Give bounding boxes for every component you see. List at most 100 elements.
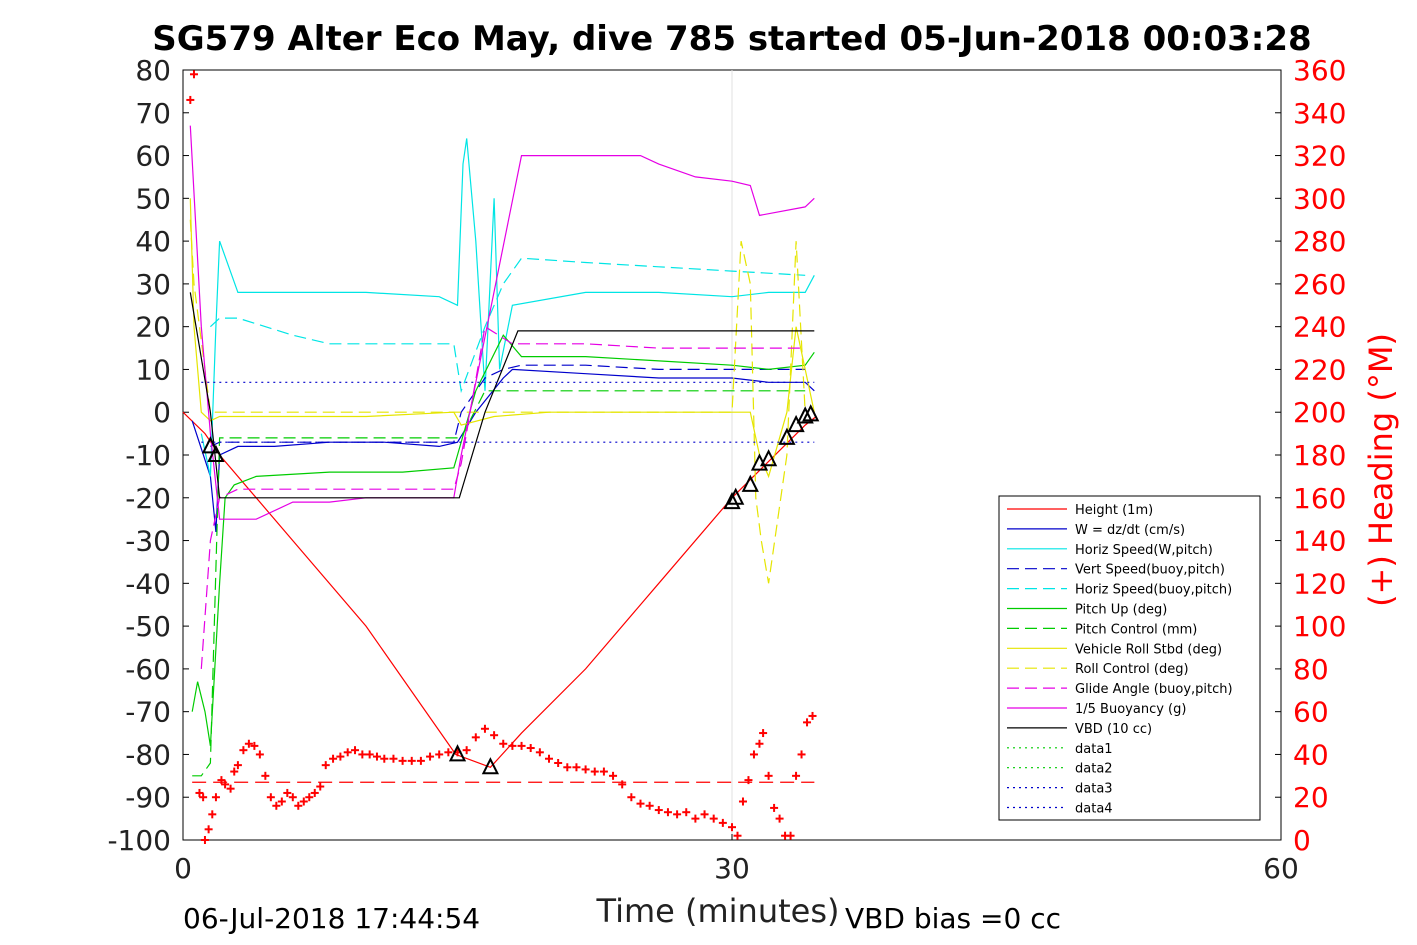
heading-marker [244,739,253,748]
left-tick-label: -30 [125,525,171,558]
right-tick-label: 60 [1293,696,1329,729]
legend-label: data1 [1075,742,1113,757]
heading-marker [728,823,736,832]
left-tick-label: 50 [135,182,171,215]
left-tick-label: 60 [135,140,171,173]
heading-marker [803,718,812,727]
heading-marker [663,808,672,817]
heading-marker [195,788,204,797]
legend-label: Horiz Speed(W,pitch) [1075,543,1213,558]
left-tick-label: -100 [107,824,171,857]
left-tick-label: 40 [135,225,171,258]
right-tick-label: 260 [1293,268,1346,301]
heading-marker [266,793,275,802]
legend-label: Pitch Up (deg) [1075,603,1167,618]
legend-label: Height (1m) [1075,503,1153,518]
heading-marker [599,767,608,776]
heading-marker [208,810,217,819]
heading-marker [709,814,718,823]
heading-marker [517,741,526,750]
heading-marker [358,750,367,759]
chart-title: SG579 Alter Eco May, dive 785 started 05… [152,19,1311,59]
series-line-11 [189,125,815,520]
series-line-3 [200,138,815,477]
left-tick-label: -50 [125,610,171,643]
heading-marker [299,797,308,806]
direction-marker [481,757,500,775]
heading-marker [645,801,654,810]
legend-label: VBD (10 cc) [1075,722,1152,737]
x-tick-label: 30 [714,852,750,885]
heading-marker [316,782,325,791]
legend-label: 1/5 Buoyancy (g) [1075,702,1186,717]
heading-marker [471,733,480,742]
heading-marker [691,814,700,823]
heading-marker [462,746,471,755]
heading-marker [535,748,544,757]
heading-marker [426,752,435,761]
right-tick-label: 340 [1293,97,1346,130]
heading-marker [407,756,416,765]
heading-marker [508,741,517,750]
right-tick-label: 200 [1293,396,1346,429]
heading-marker [755,739,764,748]
right-tick-label: 100 [1293,610,1346,643]
heading-marker [480,724,489,733]
x-tick-label: 60 [1263,852,1299,885]
heading-marker [636,799,645,808]
heading-marker [380,754,389,763]
heading-marker [435,750,444,759]
heading-marker [490,731,499,740]
right-tick-label: 80 [1293,653,1329,686]
direction-marker [723,491,741,510]
series-line-9 [189,219,806,584]
heading-marker [305,793,314,802]
heading-marker [444,748,453,757]
x-axis-label: Time (minutes) [596,892,840,930]
right-tick-label: 280 [1293,225,1346,258]
direction-marker [448,744,467,762]
heading-marker [283,788,292,797]
left-tick-label: 20 [135,311,171,344]
heading-marker [759,729,768,738]
heading-marker [372,752,381,761]
footer-vbd-bias: VBD bias =0 cc [845,902,1061,935]
right-tick-label: 240 [1293,311,1346,344]
right-tick-label: 120 [1293,567,1346,600]
direction-marker [802,404,820,422]
heading-marker [581,765,590,774]
direction-marker [727,487,745,505]
heading-marker [365,750,374,759]
legend-label: Roll Control (deg) [1075,662,1189,677]
heading-marker [255,750,264,759]
heading-marker [744,776,753,785]
heading-marker [499,739,508,748]
heading-marker [398,756,407,765]
heading-marker [545,754,553,763]
heading-marker [618,780,627,789]
y2-axis-label: (+) Heading (°M) [1362,333,1400,607]
legend-label: data3 [1075,782,1113,797]
heading-marker [343,748,352,757]
legend-box [998,495,1261,821]
left-tick-label: -10 [125,439,171,472]
left-tick-label: -20 [125,482,171,515]
heading-marker [654,806,663,815]
heading-marker [230,767,239,776]
heading-marker [563,763,572,772]
heading-marker [775,814,784,823]
right-tick-label: 0 [1293,824,1311,857]
right-axis-ticks: 3603403203002802602402202001801601401201… [1275,54,1346,857]
heading-marker [554,759,563,767]
legend-items: Height (1m) W = dz/dt (cm/s) Horiz Speed(W… [1007,503,1233,817]
heading-marker [233,761,242,770]
marker-layer [186,70,820,844]
heading-marker [627,793,636,802]
heading-marker [682,808,691,817]
direction-marker [201,436,220,454]
heading-marker [764,771,773,780]
heading-marker [199,793,208,802]
heading-marker [321,761,330,770]
heading-marker [797,750,806,759]
